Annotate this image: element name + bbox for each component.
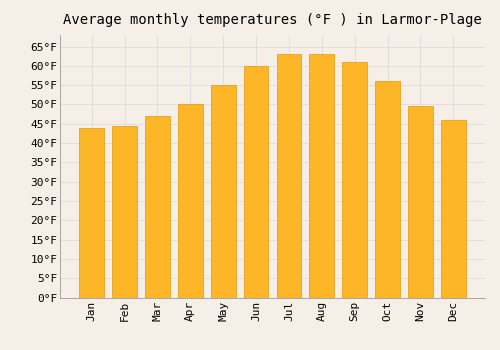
Bar (178, 105, 203, 297)
Bar (310, 54, 334, 298)
Bar (441, 120, 466, 298)
Bar (276, 54, 301, 298)
Title: Average monthly temperatures (°F ) in Larmor-Plage: Average monthly temperatures (°F ) in La… (63, 13, 482, 27)
Bar (408, 106, 433, 298)
Bar (342, 62, 367, 298)
Bar (376, 81, 400, 298)
Bar (112, 126, 137, 298)
Bar (80, 128, 104, 298)
Bar (244, 66, 268, 297)
Bar (211, 85, 236, 298)
Bar (145, 116, 170, 298)
